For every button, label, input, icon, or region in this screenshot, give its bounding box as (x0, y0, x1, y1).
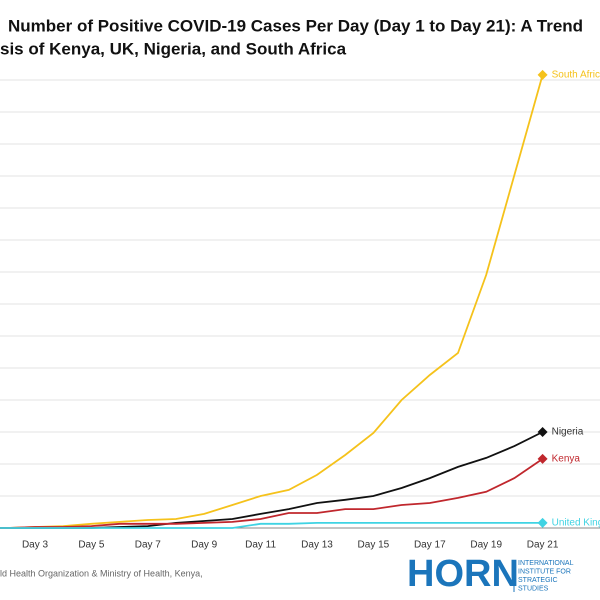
x-tick-label: Day 19 (470, 540, 502, 551)
x-tick-label: Day 11 (245, 540, 276, 551)
logo-line: INSTITUTE FOR (518, 568, 571, 575)
x-tick-label: Day 21 (527, 540, 559, 551)
chart-title: Number of Positive COVID-19 Cases Per Da… (8, 16, 583, 35)
logo-mark: HORN (407, 553, 519, 595)
end-marker (537, 453, 548, 464)
chart-subtitle: sis of Kenya, UK, Nigeria, and South Afr… (0, 39, 347, 58)
source: ld Health Organization & Ministry of Hea… (0, 568, 203, 578)
x-tick-label: Day 17 (414, 540, 446, 551)
x-tick-label: Day 13 (301, 540, 333, 551)
x-tick-label: Day 3 (22, 540, 49, 551)
x-tick-label: Day 5 (78, 540, 105, 551)
series-label: Nigeria (552, 427, 584, 438)
grid: Day 3 Day 5 Day 7 Day 9 Day 11 Day 13 Day 15 Da… (0, 79, 600, 551)
series-label: United King (552, 518, 600, 529)
logo-line: STUDIES (518, 585, 549, 592)
series-label: Kenya (552, 454, 581, 465)
series-line (0, 431, 544, 529)
x-tick-label: Day 9 (191, 540, 218, 551)
plot: South Afric Nigeria Kenya United King (0, 70, 600, 529)
series-line (0, 458, 544, 529)
series-line (0, 74, 544, 529)
logo-line: INTERNATIONAL (518, 560, 574, 567)
x-tick-label: Day 7 (135, 540, 162, 551)
series-label: South Afric (552, 70, 600, 81)
series-line (0, 522, 543, 529)
x-tick-label: Day 15 (358, 540, 390, 551)
logo-line: STRATEGIC (518, 577, 558, 584)
end-marker (537, 427, 548, 437)
end-marker (537, 517, 548, 528)
end-marker (537, 69, 548, 80)
